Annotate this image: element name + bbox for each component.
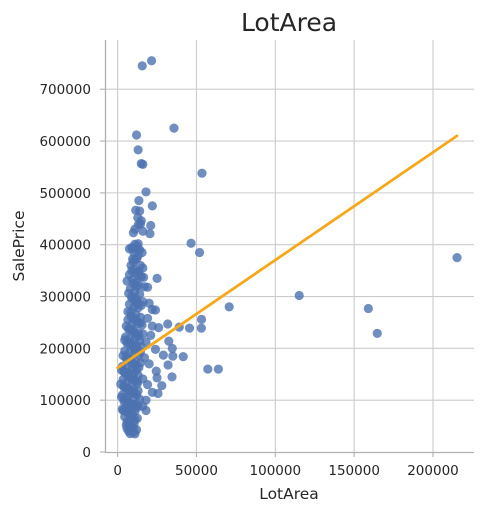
scatter-point — [152, 273, 162, 283]
scatter-point — [186, 238, 196, 248]
grid-lines — [105, 40, 474, 452]
x-axis-label: LotArea — [259, 485, 319, 503]
scatter-point — [150, 344, 161, 354]
scatter-point — [197, 168, 207, 178]
scatter-point — [145, 229, 155, 239]
scatter-point — [138, 226, 148, 236]
scatter-point — [158, 350, 168, 360]
scatter-point — [136, 300, 146, 310]
scatter-point — [134, 331, 144, 341]
y-tick-label: 500000 — [39, 186, 91, 202]
scatter-point — [167, 372, 177, 382]
y-tick-label: 300000 — [39, 290, 91, 306]
y-tick-label: 100000 — [39, 393, 91, 409]
scatter-point — [142, 282, 153, 292]
scatter-point — [203, 364, 213, 374]
y-tick-label: 0 — [82, 445, 91, 461]
scatter-point — [146, 330, 156, 340]
scatter-point — [130, 415, 140, 425]
scatter-point — [144, 359, 154, 369]
scatter-point — [147, 201, 157, 211]
scatter-point — [224, 302, 234, 312]
scatter-point — [163, 319, 173, 329]
scatter-point — [154, 323, 164, 333]
scatter-point — [164, 336, 174, 346]
scatter-point — [141, 187, 151, 197]
x-tick-label: 150000 — [328, 463, 380, 479]
scatter-point — [184, 323, 195, 333]
scatter-point — [372, 328, 382, 338]
scatter-point — [150, 305, 161, 315]
scatter-point — [146, 220, 156, 231]
scatter-point — [178, 352, 188, 362]
x-tick-label: 0 — [113, 463, 122, 479]
x-tick-labels: 0 50000 100000 150000 200000 — [113, 452, 459, 479]
scatter-point — [294, 290, 304, 301]
scatter-point — [128, 228, 138, 238]
scatter-point — [134, 267, 144, 277]
scatter-point — [452, 253, 462, 263]
scatter-point — [132, 376, 142, 387]
axes — [104, 40, 474, 454]
scatter-point — [132, 242, 142, 252]
scatter-point — [196, 323, 206, 333]
regression-line — [116, 134, 459, 370]
y-tick-labels: 0 100000 200000 300000 400000 500000 600000 700… — [39, 82, 105, 461]
scatter-point — [194, 247, 205, 258]
scatter-point — [153, 388, 163, 399]
scatter-point — [134, 196, 144, 206]
x-tick-label: 50000 — [175, 463, 218, 479]
scatter-point — [363, 303, 373, 314]
scatter-points — [116, 56, 462, 439]
y-axis-label: SalePrice — [10, 211, 28, 282]
y-tick-label: 400000 — [39, 238, 91, 254]
scatter-point — [137, 61, 147, 71]
y-tick-label: 200000 — [39, 341, 91, 357]
scatter-point — [133, 145, 143, 155]
chart-title: LotArea — [241, 8, 337, 37]
y-tick-label: 600000 — [39, 134, 91, 150]
scatter-point — [134, 362, 144, 373]
x-tick-label: 200000 — [407, 463, 459, 479]
scatter-point — [134, 280, 144, 290]
scatter-point — [142, 380, 153, 390]
scatter-point — [131, 425, 142, 435]
scatter-point — [141, 405, 151, 416]
scatter-point — [131, 389, 142, 400]
scatter-point — [135, 318, 146, 328]
x-tick-label: 100000 — [250, 463, 302, 479]
scatter-point — [168, 351, 178, 361]
regression-line-group — [116, 134, 459, 370]
scatter-point — [157, 381, 167, 391]
scatter-point — [163, 360, 173, 370]
scatter-point — [138, 159, 148, 169]
scatter-point — [213, 364, 223, 374]
scatter-point — [152, 373, 162, 383]
scatter-point — [151, 366, 161, 376]
scatter-point — [196, 314, 207, 324]
scatter-point — [146, 56, 157, 66]
scatter-point — [132, 402, 142, 413]
scatter-point — [167, 343, 177, 353]
y-tick-label: 700000 — [39, 82, 91, 98]
scatter-point — [169, 123, 179, 133]
scatter-point — [142, 313, 153, 323]
scatter-point — [131, 130, 142, 140]
